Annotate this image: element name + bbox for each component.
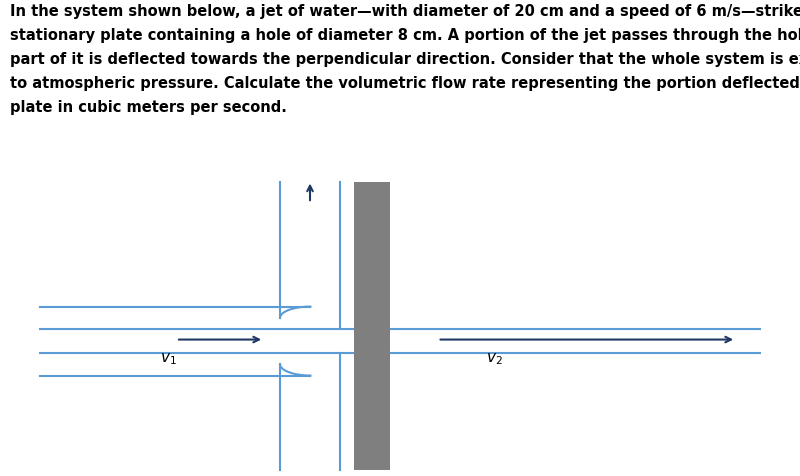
Text: $v_1$: $v_1$ (160, 351, 177, 367)
Text: $v_2$: $v_2$ (486, 351, 502, 367)
Bar (354, 182, 390, 470)
Text: In the system shown below, a jet of water—with diameter of 20 cm and a speed of : In the system shown below, a jet of wate… (10, 4, 800, 115)
